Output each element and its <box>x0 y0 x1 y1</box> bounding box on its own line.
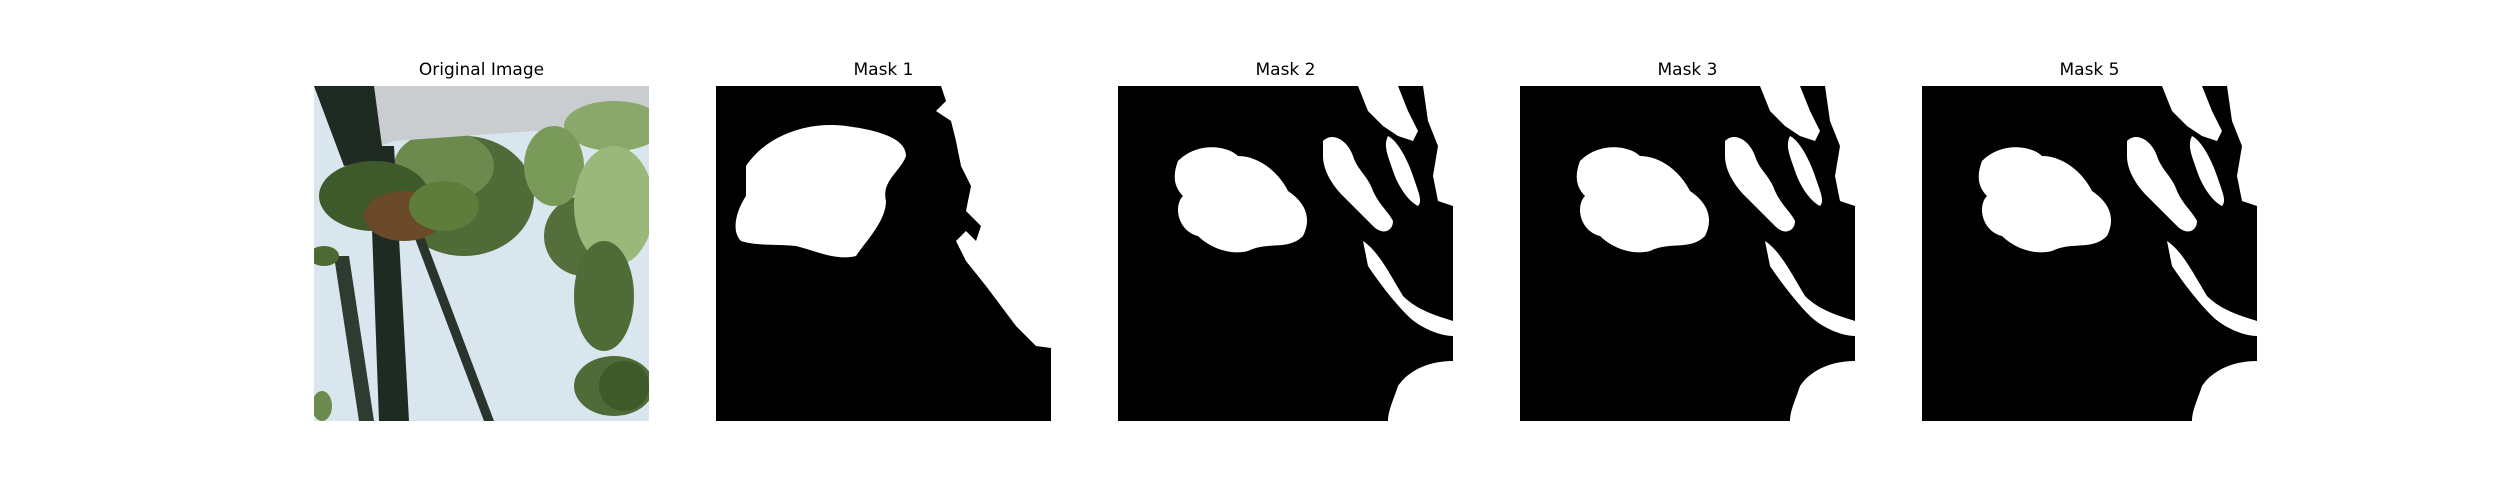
mask-3-title: Mask 3 <box>1657 60 1718 80</box>
mask-5-image <box>1922 86 2257 421</box>
mask-5-title: Mask 5 <box>2059 60 2120 80</box>
mask-1-image <box>716 86 1051 421</box>
mask-3-image <box>1520 86 1855 421</box>
original-image-title: Original Image <box>418 60 545 80</box>
original-image <box>314 86 649 421</box>
mask-1-title: Mask 1 <box>853 60 914 80</box>
mask-2-image <box>1118 86 1453 421</box>
mask-2-title: Mask 2 <box>1255 60 1316 80</box>
